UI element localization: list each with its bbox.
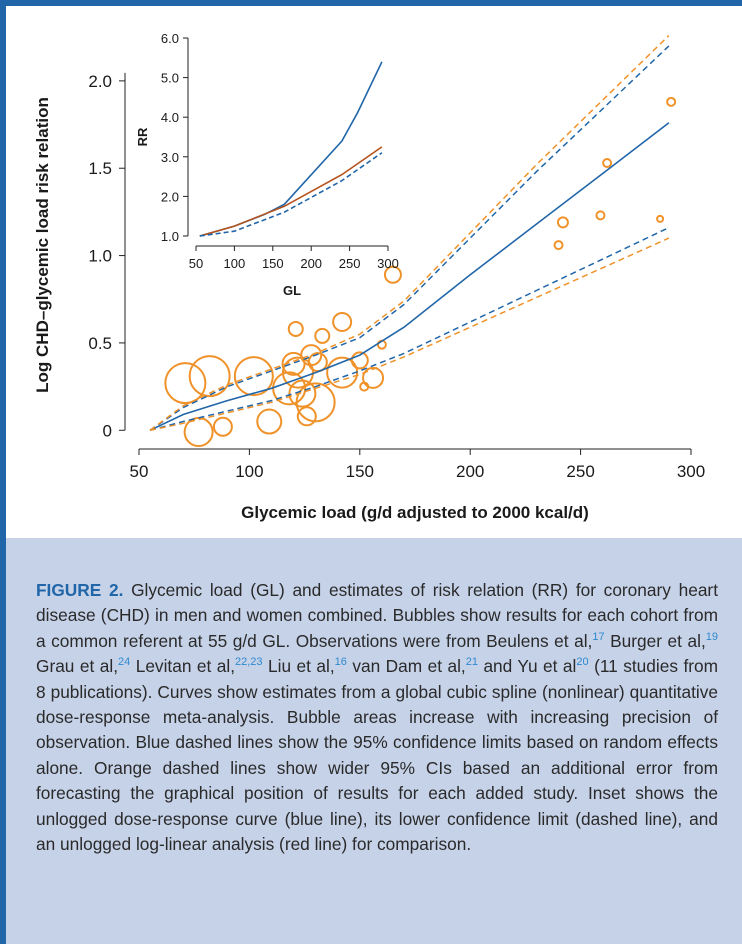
main-chart: 50 100 150 200 250 300 0 0.5 1.0 1.5 2.0 Glycemic l…	[33, 34, 705, 522]
inset-y-tick-label: 5.0	[161, 71, 179, 86]
main-y-tick-label: 1.0	[88, 247, 112, 266]
caption-text: Glycemic load (GL) and estimates of risk…	[36, 580, 719, 855]
main-ci-blue-upper-line	[149, 45, 670, 431]
inset-y-tick-label: 2.0	[161, 189, 179, 204]
main-bubble	[350, 351, 369, 370]
inset-dose-response-line	[199, 61, 383, 237]
main-y-tick-label: 0	[103, 421, 112, 440]
main-bubble	[332, 311, 353, 332]
main-bubble	[553, 240, 564, 251]
main-bubble	[296, 406, 317, 427]
inset-x-tick-label: 100	[224, 256, 246, 271]
figure-caption: FIGURE 2. Glycemic load (GL) and estimat…	[6, 538, 742, 944]
main-bubble	[595, 210, 606, 221]
main-bubble	[666, 96, 677, 107]
main-y-axis-label: Log CHD–glycemic load risk relation	[33, 97, 52, 393]
main-bubble	[314, 327, 331, 344]
main-x-tick-label: 200	[456, 462, 484, 481]
inset-y-tick-label: 1.0	[161, 229, 179, 244]
inset-chart: 50 100 150 200 250 300 1.0 2.0 3.0 4.0 5.0 6.0 GL RR	[135, 31, 399, 298]
inset-y-tick-label: 3.0	[161, 150, 179, 165]
main-ci-blue-lower-line	[149, 226, 670, 432]
main-y-tick-label: 1.5	[88, 159, 112, 178]
main-bubble	[183, 417, 214, 448]
main-bubble	[212, 416, 233, 437]
main-bubble	[281, 356, 314, 389]
main-curve-line	[149, 122, 670, 432]
figure-chart: 50 100 150 200 250 300 0 0.5 1.0 1.5 2.0 Glycemic l…	[33, 31, 705, 522]
inset-lower-confidence-line	[199, 152, 383, 237]
caption-label: FIGURE 2.	[36, 580, 124, 600]
main-x-axis-label: Glycemic load (g/d adjusted to 2000 kcal…	[241, 503, 589, 522]
inset-x-tick-label: 50	[189, 256, 203, 271]
inset-y-tick-label: 6.0	[161, 31, 179, 46]
main-x-tick-label: 50	[130, 462, 149, 481]
main-bubble	[656, 214, 665, 223]
main-y-tick-label: 0.5	[88, 334, 112, 353]
inset-x-tick-label: 300	[377, 256, 399, 271]
inset-y-axis-label: RR	[135, 127, 150, 146]
main-bubble	[383, 265, 402, 284]
main-ci-orange-lower-line	[149, 237, 670, 432]
inset-x-tick-label: 200	[300, 256, 322, 271]
main-y-tick-label: 2.0	[88, 72, 112, 91]
main-bubble	[233, 356, 274, 397]
inset-log-linear-line	[199, 146, 383, 237]
main-bubble	[188, 355, 231, 398]
inset-x-tick-label: 250	[339, 256, 361, 271]
main-bubble	[288, 379, 317, 408]
main-x-tick-label: 150	[346, 462, 374, 481]
inset-y-tick-label: 4.0	[161, 110, 179, 125]
main-bubble	[602, 157, 613, 168]
main-ci-orange-upper-line	[149, 34, 670, 431]
main-x-tick-label: 100	[235, 462, 263, 481]
main-bubble	[164, 362, 207, 405]
main-bubble	[556, 216, 569, 229]
main-bubble	[256, 408, 283, 435]
main-bubble	[300, 344, 323, 367]
main-bubble	[287, 320, 304, 337]
main-x-tick-label: 250	[566, 462, 594, 481]
main-bubble	[295, 382, 336, 423]
main-x-tick-label: 300	[677, 462, 705, 481]
inset-x-tick-label: 150	[262, 256, 284, 271]
inset-x-axis-label: GL	[283, 283, 301, 298]
main-bubble	[362, 366, 385, 389]
